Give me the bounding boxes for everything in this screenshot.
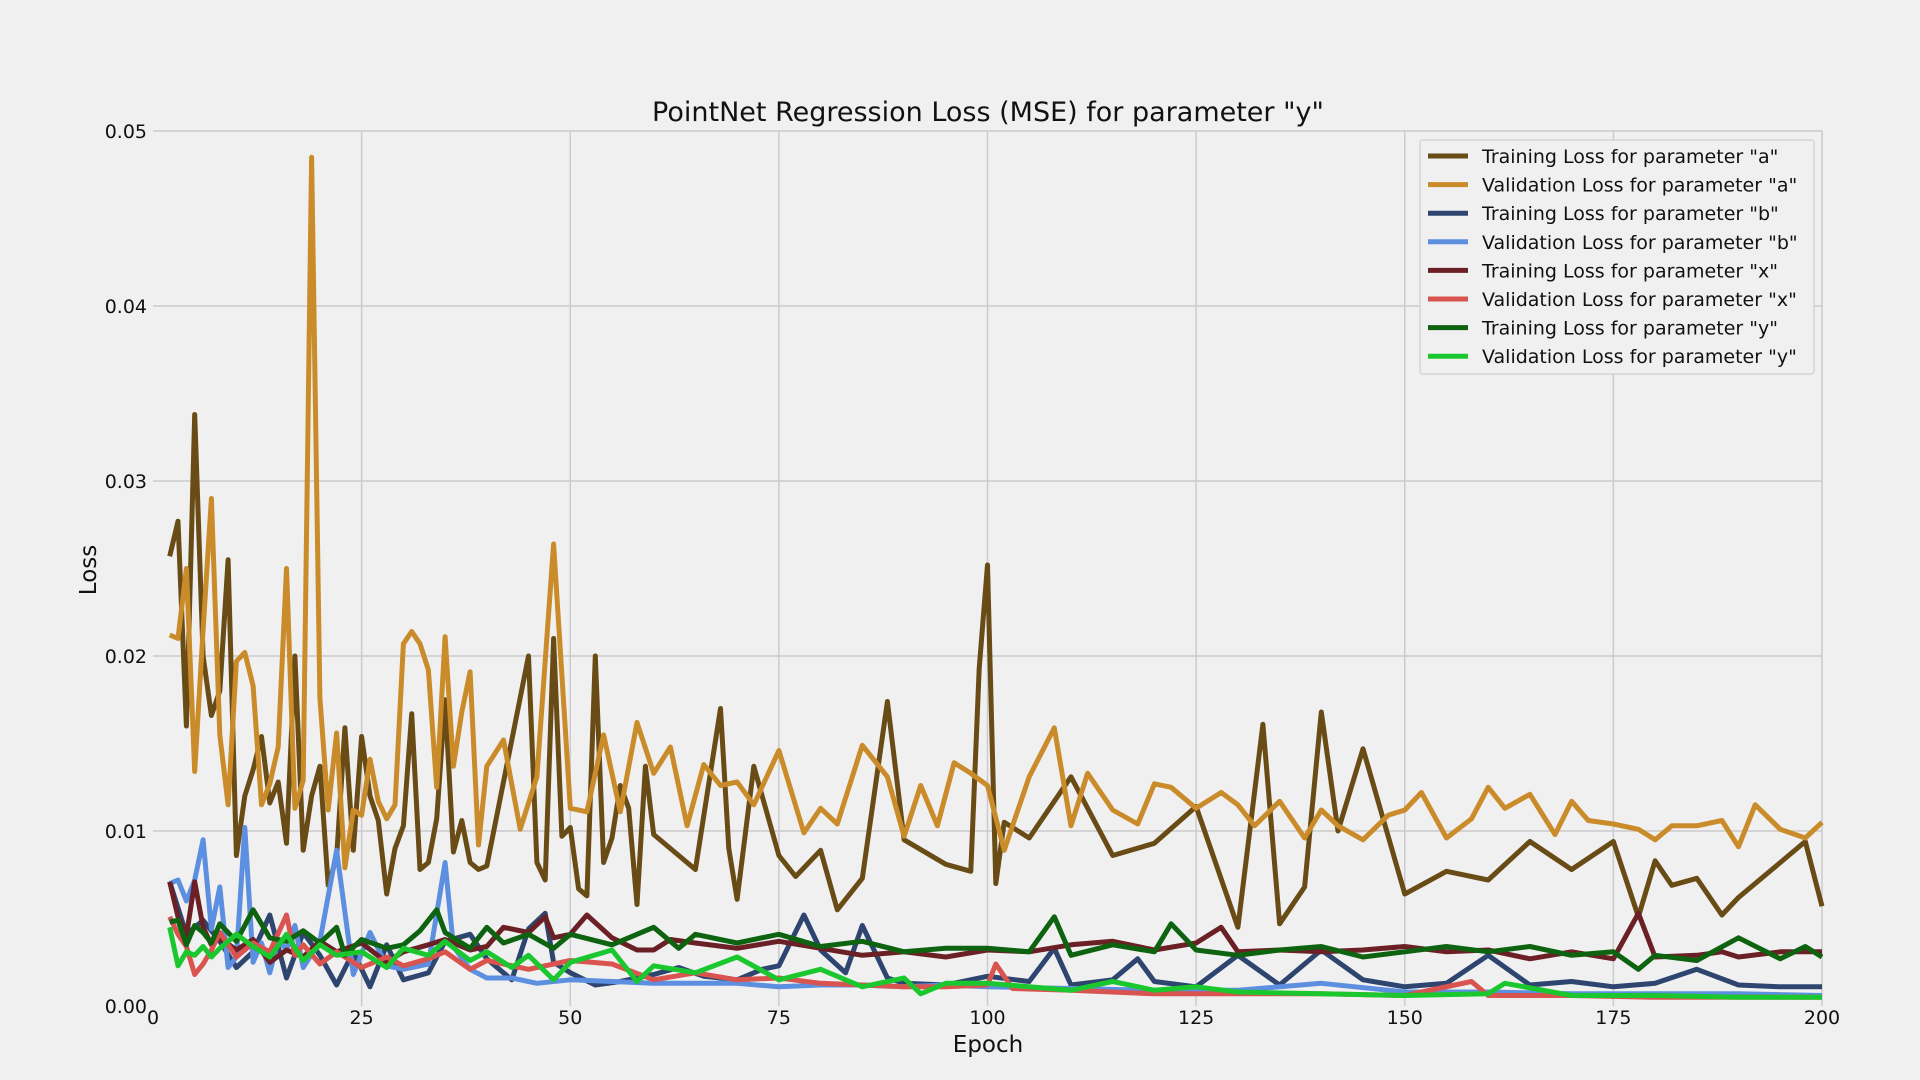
legend-entry: Training Loss for parameter "x" [1481,260,1778,282]
x-tick-label: 200 [1804,1007,1840,1029]
x-tick-label: 75 [767,1007,791,1029]
y-tick-label: 0.00 [105,996,147,1018]
series-line-2 [167,881,1822,990]
legend-entry: Validation Loss for parameter "a" [1482,175,1797,197]
series-line-7 [167,926,1822,1000]
legend: Training Loss for parameter "a" Validatio… [1419,139,1815,375]
y-tick-label: 0.02 [105,646,147,668]
legend-entry: Training Loss for parameter "b" [1481,203,1779,225]
y-axis-label: Loss [76,545,102,595]
x-axis: 0 25 50 75 100 125 150 175 200 [147,1007,1840,1029]
legend-entry: Validation Loss for parameter "y" [1482,346,1797,368]
x-tick-label: 0 [147,1007,159,1029]
y-tick-label: 0.04 [105,296,147,318]
x-axis-label: Epoch [953,1032,1023,1058]
x-tick-label: 100 [969,1007,1005,1029]
x-tick-label: 150 [1387,1007,1423,1029]
legend-entry: Validation Loss for parameter "b" [1482,232,1798,254]
legend-entry: Training Loss for parameter "y" [1481,318,1778,340]
y-axis: 0.00 0.01 0.02 0.03 0.04 0.05 [105,121,147,1018]
chart-title: PointNet Regression Loss (MSE) for param… [652,97,1324,128]
legend-box [1419,139,1815,375]
y-tick-label: 0.05 [105,121,147,143]
series-line-0 [167,412,1825,930]
x-tick-label: 175 [1595,1007,1631,1029]
legend-entry: Training Loss for parameter "a" [1481,146,1778,168]
y-tick-label: 0.03 [105,471,147,493]
x-tick-label: 50 [558,1007,582,1029]
series-line-1 [168,154,1824,871]
grid [153,130,1823,1006]
x-tick-label: 25 [350,1007,374,1029]
y-tick-label: 0.01 [105,821,147,843]
legend-entry: Validation Loss for parameter "x" [1482,289,1797,311]
x-tick-label: 125 [1178,1007,1214,1029]
series-layer [167,154,1825,1000]
